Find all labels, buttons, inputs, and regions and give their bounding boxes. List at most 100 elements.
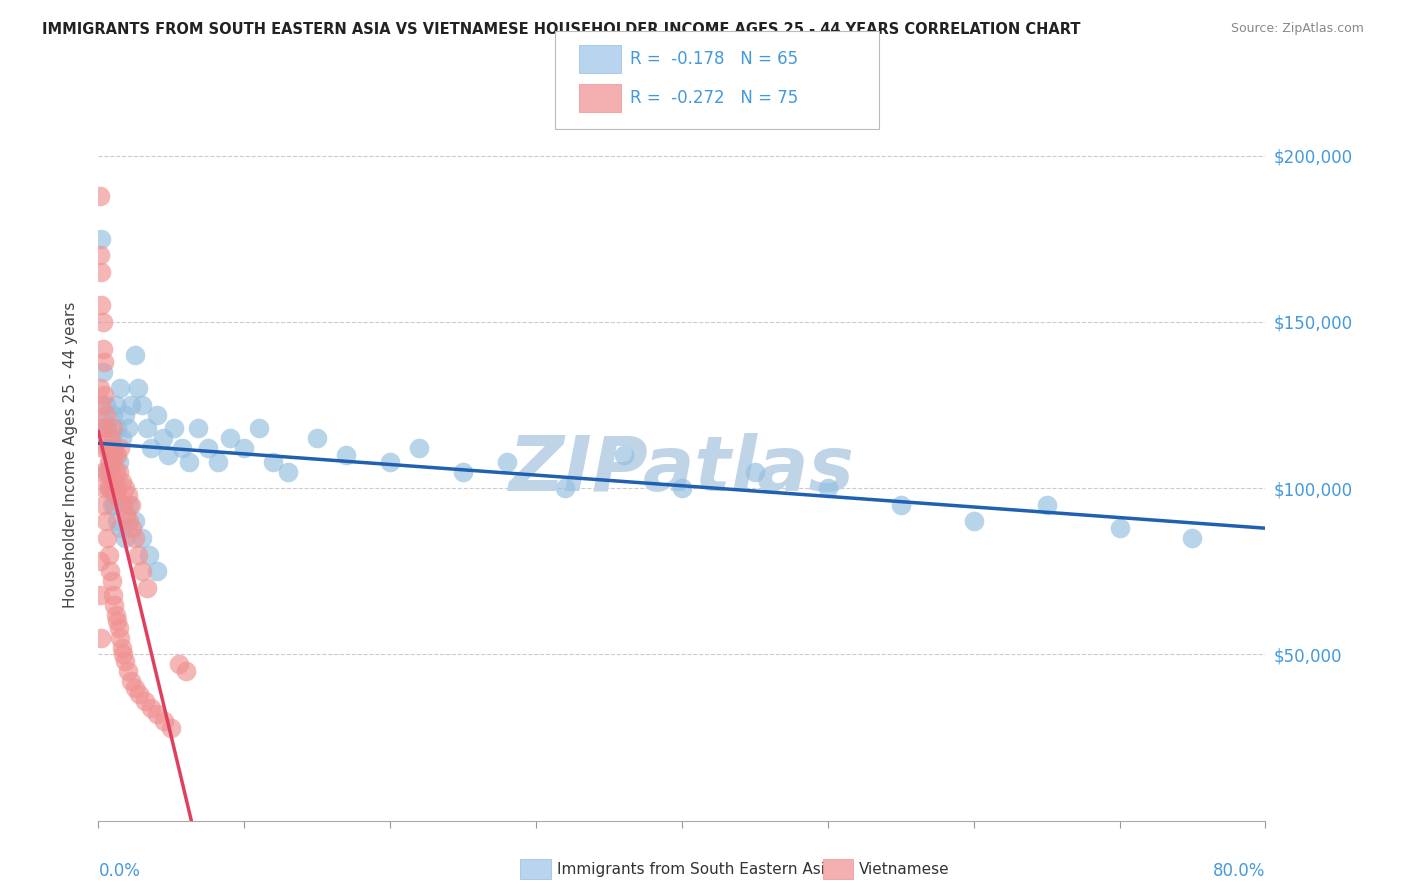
Point <box>131 531 153 545</box>
Point <box>380 454 402 468</box>
Point <box>112 498 135 512</box>
Point <box>93 498 115 512</box>
Point <box>134 694 156 708</box>
Point <box>105 515 128 529</box>
Point <box>90 398 112 412</box>
Point <box>174 664 197 678</box>
Point <box>120 673 142 688</box>
Point <box>104 488 127 502</box>
Point <box>111 640 134 655</box>
Point <box>91 315 114 329</box>
Point <box>97 442 120 456</box>
Point <box>111 431 134 445</box>
Point <box>121 521 143 535</box>
Point <box>94 465 117 479</box>
Point <box>89 554 111 568</box>
Point <box>105 448 128 462</box>
Point <box>98 465 121 479</box>
Point <box>117 664 139 678</box>
Point <box>671 481 693 495</box>
Point <box>104 465 127 479</box>
Point <box>139 442 162 456</box>
Point <box>98 564 121 578</box>
Point <box>1035 498 1057 512</box>
Point <box>97 548 120 562</box>
Point <box>103 598 125 612</box>
Point <box>262 454 284 468</box>
Point <box>233 442 256 456</box>
Point <box>153 714 176 728</box>
Point <box>90 232 112 246</box>
Point <box>163 421 186 435</box>
Point <box>890 498 912 512</box>
Text: 80.0%: 80.0% <box>1213 863 1265 880</box>
Point <box>114 654 136 668</box>
Point <box>103 448 125 462</box>
Point <box>100 498 122 512</box>
Point <box>89 188 111 202</box>
Point <box>128 687 150 701</box>
Point <box>131 564 153 578</box>
Point <box>94 398 117 412</box>
Point <box>100 448 122 462</box>
Point <box>96 442 118 456</box>
Point <box>110 442 132 456</box>
Point <box>94 421 117 435</box>
Point <box>612 448 634 462</box>
Point <box>104 398 127 412</box>
Point <box>94 515 117 529</box>
Point <box>105 614 128 628</box>
Point <box>108 621 131 635</box>
Point <box>157 448 180 462</box>
Point <box>114 408 136 422</box>
Point <box>167 657 190 672</box>
Point <box>108 465 131 479</box>
Point <box>90 298 112 312</box>
Point <box>124 515 146 529</box>
Point <box>111 475 134 489</box>
Point <box>89 588 111 602</box>
Point <box>120 498 142 512</box>
Text: R =  -0.272   N = 75: R = -0.272 N = 75 <box>630 89 799 107</box>
Point <box>127 548 149 562</box>
Point <box>817 481 839 495</box>
Point <box>101 408 124 422</box>
Point <box>247 421 270 435</box>
Point <box>91 365 114 379</box>
Point <box>218 431 240 445</box>
Point <box>100 481 122 495</box>
Point <box>93 481 115 495</box>
Point <box>101 588 124 602</box>
Point <box>101 454 124 468</box>
Point <box>105 481 128 495</box>
Text: Source: ZipAtlas.com: Source: ZipAtlas.com <box>1230 22 1364 36</box>
Point <box>115 508 138 522</box>
Point <box>114 531 136 545</box>
Point <box>307 431 329 445</box>
Y-axis label: Householder Income Ages 25 - 44 years: Householder Income Ages 25 - 44 years <box>63 301 77 608</box>
Point <box>96 465 118 479</box>
Point <box>124 348 146 362</box>
Point <box>451 465 474 479</box>
Point <box>117 421 139 435</box>
Point <box>138 548 160 562</box>
Point <box>127 381 149 395</box>
Point <box>160 721 183 735</box>
Point <box>146 408 169 422</box>
Point <box>118 515 141 529</box>
Point <box>91 342 114 356</box>
Point <box>197 442 219 456</box>
Point <box>496 454 519 468</box>
Point <box>187 421 209 435</box>
Point <box>103 475 125 489</box>
Point <box>120 398 142 412</box>
Point <box>277 465 299 479</box>
Point <box>744 465 766 479</box>
Point <box>91 442 114 456</box>
Point <box>177 454 200 468</box>
Point <box>93 388 115 402</box>
Point <box>124 681 146 695</box>
Point <box>554 481 576 495</box>
Point <box>104 607 127 622</box>
Text: IMMIGRANTS FROM SOUTH EASTERN ASIA VS VIETNAMESE HOUSEHOLDER INCOME AGES 25 - 44: IMMIGRANTS FROM SOUTH EASTERN ASIA VS VI… <box>42 22 1081 37</box>
